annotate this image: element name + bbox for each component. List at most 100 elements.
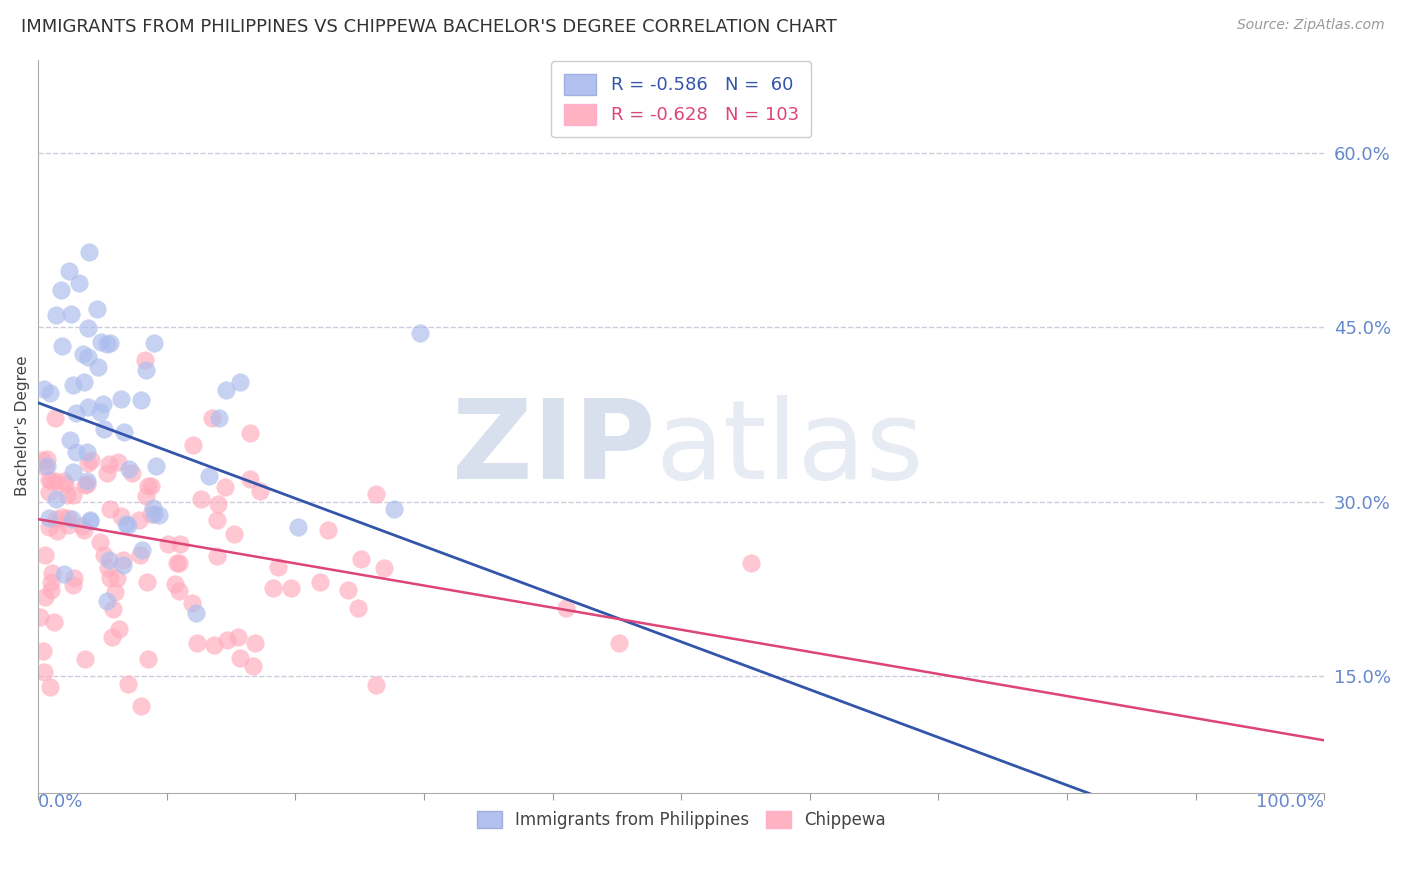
Point — [134, 353, 156, 368]
Point — [129, 548, 152, 562]
Point — [98, 501, 121, 516]
Point — [63, 572, 86, 586]
Point — [73, 478, 96, 492]
Point — [184, 606, 207, 620]
Point — [91, 397, 114, 411]
Point — [97, 560, 120, 574]
Point — [222, 526, 245, 541]
Point — [128, 513, 150, 527]
Point — [242, 659, 264, 673]
Point — [62, 465, 84, 479]
Point — [105, 570, 128, 584]
Text: 100.0%: 100.0% — [1256, 793, 1324, 811]
Point — [65, 444, 87, 458]
Point — [409, 326, 432, 340]
Point — [56, 511, 79, 525]
Point — [202, 638, 225, 652]
Point — [163, 577, 186, 591]
Point — [51, 510, 73, 524]
Point — [117, 517, 139, 532]
Point — [90, 335, 112, 350]
Point — [34, 460, 56, 475]
Point — [32, 665, 55, 679]
Point — [112, 558, 135, 573]
Point — [129, 393, 152, 408]
Point — [139, 479, 162, 493]
Point — [316, 523, 339, 537]
Point — [555, 600, 578, 615]
Point — [148, 508, 170, 523]
Point — [214, 479, 236, 493]
Point — [73, 375, 96, 389]
Point — [249, 483, 271, 498]
Point — [31, 453, 53, 467]
Point — [180, 596, 202, 610]
Point — [229, 375, 252, 389]
Point — [167, 584, 190, 599]
Point — [121, 467, 143, 481]
Point — [38, 473, 60, 487]
Point — [87, 359, 110, 374]
Point — [382, 502, 405, 516]
Point — [131, 699, 153, 714]
Point — [142, 501, 165, 516]
Point — [207, 549, 229, 564]
Point — [135, 363, 157, 377]
Point — [98, 553, 121, 567]
Point — [93, 422, 115, 436]
Point — [80, 452, 103, 467]
Point — [72, 524, 94, 538]
Point — [76, 476, 98, 491]
Text: atlas: atlas — [655, 394, 924, 501]
Point — [181, 438, 204, 452]
Point — [34, 590, 56, 604]
Point — [51, 283, 73, 297]
Point — [111, 553, 134, 567]
Point — [205, 513, 228, 527]
Point — [262, 581, 284, 595]
Point — [76, 350, 98, 364]
Point — [86, 302, 108, 317]
Point — [62, 488, 84, 502]
Point — [96, 336, 118, 351]
Point — [157, 537, 180, 551]
Point — [308, 574, 330, 589]
Point — [110, 392, 132, 406]
Point — [96, 467, 118, 481]
Point — [186, 636, 208, 650]
Point — [117, 677, 139, 691]
Point — [62, 377, 84, 392]
Point — [39, 474, 62, 488]
Point — [112, 425, 135, 439]
Point — [197, 469, 219, 483]
Point — [100, 335, 122, 350]
Point — [38, 511, 60, 525]
Point — [167, 556, 190, 570]
Point — [287, 519, 309, 533]
Point — [58, 264, 80, 278]
Point — [208, 410, 231, 425]
Point — [115, 516, 138, 531]
Point — [215, 633, 238, 648]
Point — [53, 566, 76, 581]
Point — [62, 578, 84, 592]
Point — [77, 456, 100, 470]
Point — [166, 556, 188, 570]
Point — [349, 552, 371, 566]
Point — [77, 244, 100, 259]
Point — [77, 320, 100, 334]
Point — [41, 566, 63, 581]
Point — [45, 491, 67, 506]
Point — [44, 411, 66, 425]
Point — [135, 489, 157, 503]
Point — [67, 276, 90, 290]
Legend: Immigrants from Philippines, Chippewa: Immigrants from Philippines, Chippewa — [470, 804, 893, 836]
Point — [65, 406, 87, 420]
Point — [77, 400, 100, 414]
Point — [38, 520, 60, 534]
Point — [740, 556, 762, 570]
Point — [135, 575, 157, 590]
Point — [28, 610, 51, 624]
Point — [364, 486, 387, 500]
Point — [44, 474, 66, 488]
